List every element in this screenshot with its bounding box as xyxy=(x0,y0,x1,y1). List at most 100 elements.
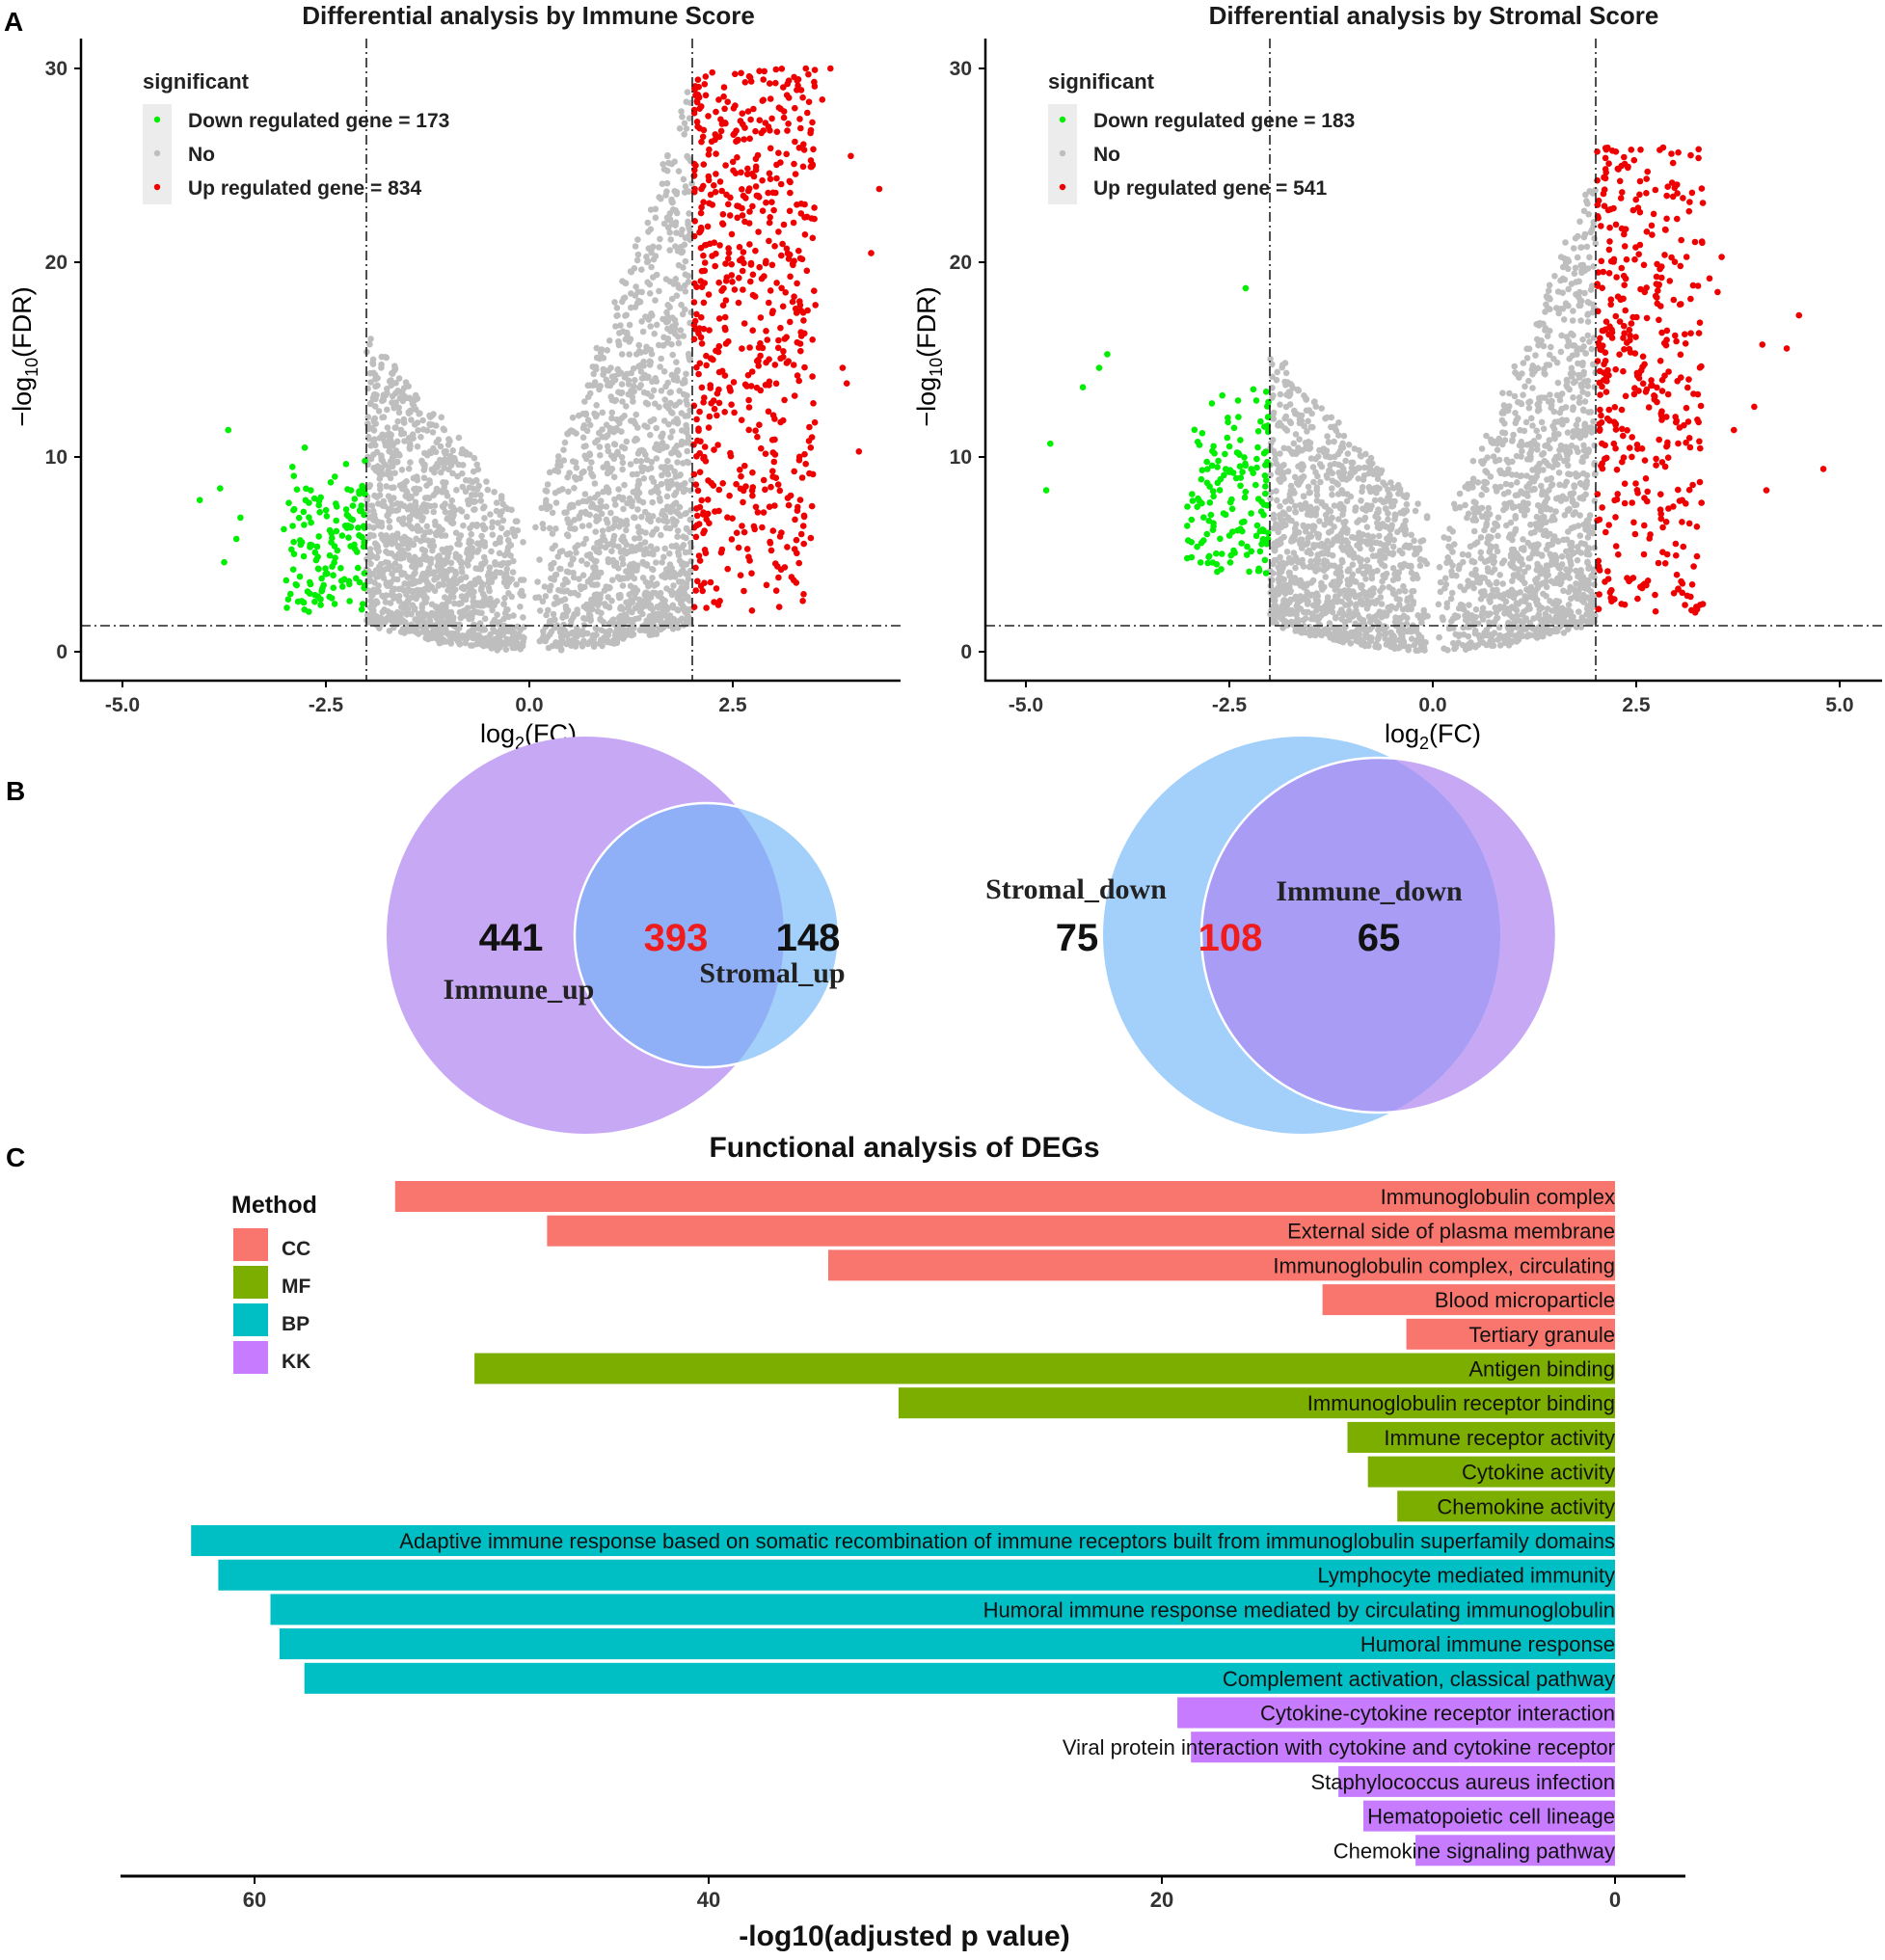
data-point xyxy=(479,504,487,512)
data-point xyxy=(742,195,749,201)
data-point xyxy=(1396,596,1403,604)
data-point xyxy=(661,468,669,475)
data-point xyxy=(663,585,670,592)
data-point xyxy=(664,152,671,160)
data-point xyxy=(1443,604,1450,611)
data-point xyxy=(684,89,691,95)
data-point xyxy=(1411,537,1417,545)
data-point xyxy=(773,128,781,135)
data-point xyxy=(447,509,454,517)
data-point xyxy=(799,163,807,171)
data-point xyxy=(653,483,660,491)
data-point xyxy=(628,572,634,578)
data-point xyxy=(683,125,690,132)
data-point xyxy=(763,199,769,206)
data-point xyxy=(417,589,424,597)
data-point xyxy=(611,299,618,306)
data-point xyxy=(728,272,736,279)
data-point xyxy=(705,291,713,298)
data-point xyxy=(811,287,818,295)
data-point xyxy=(462,488,470,496)
data-point xyxy=(634,524,642,530)
data-point xyxy=(428,466,436,473)
data-point xyxy=(1335,516,1342,523)
data-point xyxy=(498,524,505,532)
data-point xyxy=(627,461,634,468)
data-point xyxy=(413,556,420,563)
data-point xyxy=(402,379,410,386)
y-axis-label: −log10(FDR) xyxy=(8,286,41,426)
data-point xyxy=(628,304,634,311)
volcano-points xyxy=(196,65,883,654)
data-point xyxy=(597,616,605,624)
data-point xyxy=(1470,558,1478,566)
data-point xyxy=(666,278,674,285)
data-point xyxy=(778,252,785,259)
data-point xyxy=(322,506,330,514)
data-point xyxy=(794,87,800,94)
data-point xyxy=(364,420,371,427)
data-point xyxy=(485,577,493,583)
data-point xyxy=(560,446,567,454)
data-point xyxy=(1307,455,1315,462)
y-tick-label: 10 xyxy=(45,446,67,469)
data-point xyxy=(1579,406,1587,414)
data-point xyxy=(313,543,321,550)
data-point xyxy=(538,504,545,512)
data-point xyxy=(567,621,575,629)
data-point xyxy=(679,615,686,622)
data-point xyxy=(1575,302,1582,309)
data-point xyxy=(794,503,801,511)
data-point xyxy=(332,554,338,561)
data-point xyxy=(739,204,745,212)
data-point xyxy=(552,489,559,497)
data-point xyxy=(392,380,399,387)
data-point xyxy=(594,539,601,547)
data-point xyxy=(580,614,587,622)
data-point xyxy=(390,484,397,492)
data-point xyxy=(366,546,374,552)
data-point xyxy=(721,120,729,126)
data-point xyxy=(623,526,630,534)
data-point xyxy=(650,548,657,554)
data-point xyxy=(615,543,622,550)
data-point xyxy=(721,372,729,379)
data-point xyxy=(707,385,714,391)
data-point xyxy=(642,451,649,458)
data-point xyxy=(412,565,419,572)
data-point xyxy=(409,431,417,439)
data-point xyxy=(685,272,692,280)
data-point xyxy=(1529,385,1536,391)
data-point xyxy=(804,307,811,314)
data-point xyxy=(1562,239,1569,246)
data-point xyxy=(680,533,687,540)
data-point xyxy=(593,354,601,362)
data-point xyxy=(748,368,756,375)
data-point xyxy=(343,511,351,519)
data-point xyxy=(774,481,782,488)
data-point xyxy=(726,492,733,499)
data-point xyxy=(619,582,627,589)
data-point xyxy=(749,271,757,279)
data-point xyxy=(615,337,622,345)
data-point xyxy=(307,541,314,549)
data-point xyxy=(801,231,809,238)
data-point xyxy=(1483,432,1490,440)
data-point xyxy=(1329,514,1335,522)
data-point xyxy=(666,304,673,311)
data-point xyxy=(574,610,580,617)
data-point xyxy=(663,566,670,573)
data-point xyxy=(1522,418,1530,426)
data-point xyxy=(1441,534,1447,541)
data-point xyxy=(318,575,325,582)
data-point xyxy=(733,529,741,536)
data-point xyxy=(640,358,647,365)
data-point xyxy=(769,473,776,480)
data-point xyxy=(1534,407,1542,415)
data-point xyxy=(398,585,405,592)
data-point xyxy=(620,575,628,582)
data-point xyxy=(746,344,753,351)
data-point xyxy=(685,438,691,444)
data-point xyxy=(1574,556,1581,564)
data-point xyxy=(797,347,804,355)
